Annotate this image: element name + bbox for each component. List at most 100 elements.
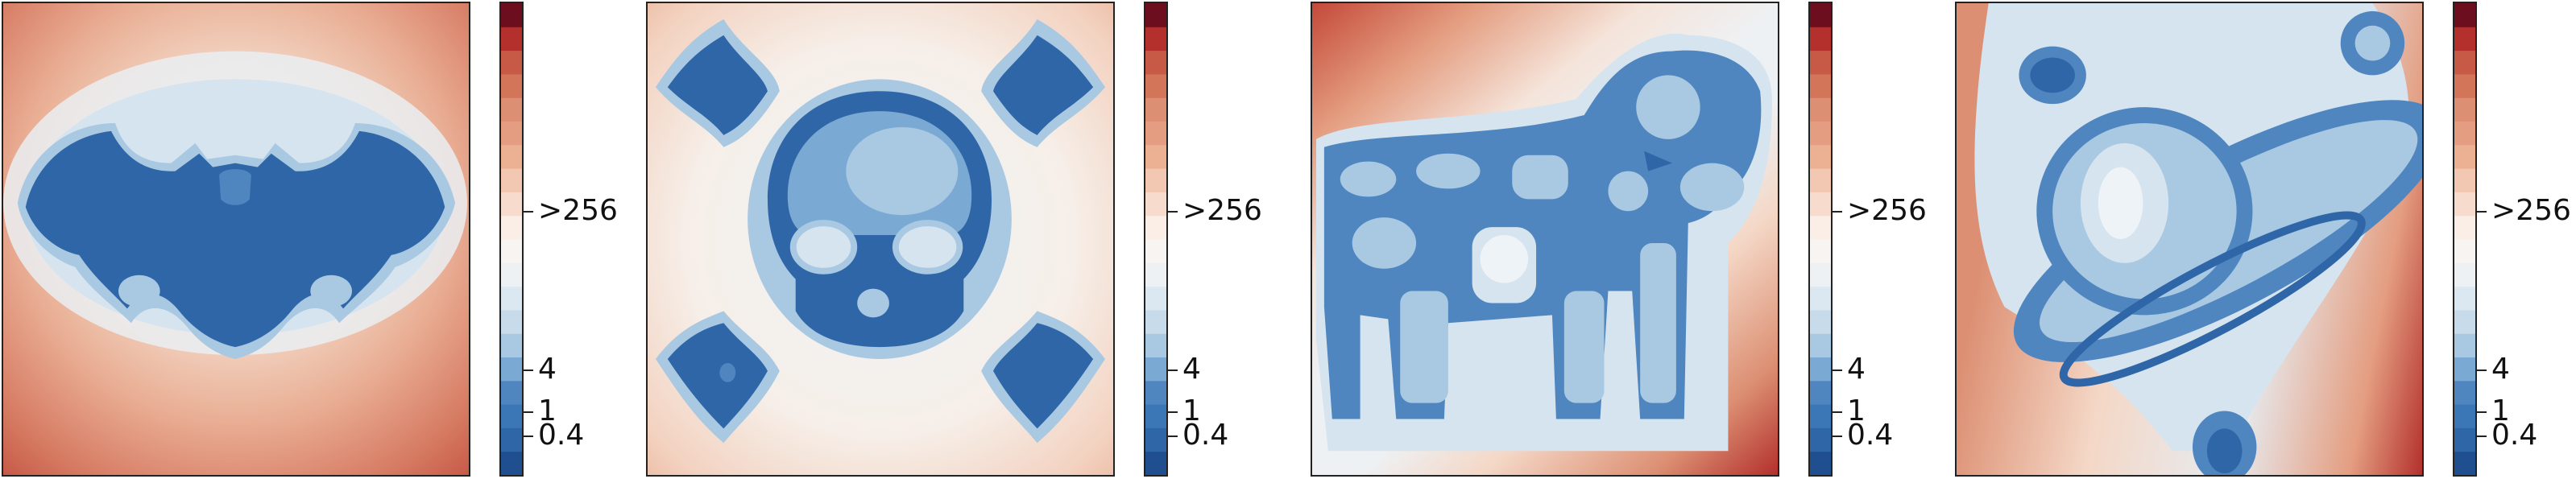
bat-contour-plot	[3, 3, 469, 475]
colorbar-tick-mark	[524, 369, 533, 372]
colorbar-band	[1810, 192, 1831, 217]
colorbar-tick-mark	[524, 210, 533, 213]
colorbar-band	[501, 427, 522, 452]
colorbar-band	[1145, 192, 1166, 217]
colorbar-band	[2454, 97, 2475, 122]
colorbar-tick-mark	[2477, 210, 2487, 213]
colorbar-band	[2454, 215, 2475, 240]
colorbar-tick-mark	[524, 435, 533, 437]
colorbar-band	[1145, 357, 1166, 382]
colorbar-tick-label: 4	[1847, 353, 1866, 386]
colorbar-tick-label: 0.4	[538, 418, 585, 452]
colorbar-band	[501, 168, 522, 192]
colorbar-band	[501, 50, 522, 75]
colorbar-band	[1145, 144, 1166, 169]
colorbar-band	[1145, 427, 1166, 452]
colorbar-band	[2454, 121, 2475, 146]
colorbar-band	[1810, 215, 1831, 240]
skull-eye-left	[789, 220, 858, 275]
colorbar-band	[2454, 309, 2475, 334]
colorbar-cow	[1808, 2, 1833, 477]
colorbar-skull	[1144, 2, 1168, 477]
colorbar-tick-mark	[1833, 411, 1842, 413]
moon-bottom-core	[2206, 428, 2243, 474]
colorbar-band	[1810, 50, 1831, 75]
panel-planet: 0.4 1 4 >256	[1953, 0, 2576, 483]
colorbar-bat	[499, 2, 524, 477]
heatmap-planet	[1955, 2, 2424, 477]
colorbar-band	[501, 27, 522, 52]
colorbar-tick-label: 1	[1847, 394, 1866, 427]
colorbar-tick-mark	[2477, 369, 2487, 372]
colorbar-tick-label: 0.4	[2491, 418, 2538, 452]
panel-bat: 0.4 1 4 >256	[0, 0, 628, 483]
colorbar-band	[501, 121, 522, 146]
colorbar-band	[501, 215, 522, 240]
colorbar-tick-mark	[1833, 369, 1842, 372]
colorbar-tick-label: >256	[2491, 193, 2571, 227]
colorbar-band	[2454, 357, 2475, 382]
colorbar-tick-label: 4	[2491, 353, 2510, 386]
colorbar-tick-mark	[1833, 435, 1842, 437]
colorbar-band	[2454, 404, 2475, 428]
colorbar-tick-mark	[1168, 210, 1178, 213]
colorbar-band	[1145, 50, 1166, 75]
moon-left-core	[2030, 57, 2075, 93]
colorbar-band	[2454, 239, 2475, 263]
colorbar-tick-label: 0.4	[1847, 418, 1894, 452]
colorbar-band	[1145, 121, 1166, 146]
colorbar-band	[1810, 97, 1831, 122]
colorbar-tick-mark	[1168, 435, 1178, 437]
colorbar-band	[2454, 427, 2475, 452]
colorbar-band	[2454, 380, 2475, 405]
colorbar-band	[501, 451, 522, 475]
colorbar-band	[1810, 333, 1831, 357]
colorbar-band	[1145, 380, 1166, 405]
colorbar-band	[2454, 333, 2475, 357]
colorbar-band	[2454, 27, 2475, 52]
bat-wing-gap-left	[118, 275, 160, 308]
colorbar-band	[501, 404, 522, 428]
colorbar-band	[2454, 168, 2475, 192]
bat-wing-gap-right	[310, 275, 353, 308]
colorbar-band	[1145, 27, 1166, 52]
colorbar-tick-label: 4	[538, 353, 557, 386]
colorbar-tick-label: 1	[538, 394, 557, 427]
planet-core	[2098, 167, 2143, 239]
colorbar-band	[501, 239, 522, 263]
colorbar-band	[2454, 192, 2475, 217]
colorbar-band	[2454, 144, 2475, 169]
cow-spots	[1340, 75, 1745, 403]
colorbar-band	[1810, 239, 1831, 263]
colorbar-band	[501, 144, 522, 169]
colorbar-band	[2454, 451, 2475, 475]
colorbar-band	[1145, 333, 1166, 357]
colorbar-band	[1810, 357, 1831, 382]
colorbar-tick-mark	[1168, 369, 1178, 372]
colorbar-band	[501, 3, 522, 27]
colorbar-tick-label: 1	[2491, 394, 2510, 427]
colorbar-band	[2454, 262, 2475, 287]
colorbar-band	[1810, 262, 1831, 287]
colorbar-band	[501, 309, 522, 334]
colorbar-tick-mark	[2477, 435, 2487, 437]
colorbar-gradient	[1145, 3, 1166, 475]
colorbar-band	[1145, 3, 1166, 27]
skull-nose	[857, 288, 889, 318]
skull-cranium-highlight	[846, 126, 959, 216]
colorbar-tick-label: 0.4	[1182, 418, 1229, 452]
skull-eye-right	[892, 220, 963, 275]
colorbar-band	[1810, 3, 1831, 27]
colorbar-gradient	[1810, 3, 1831, 475]
heatmap-bat	[2, 2, 470, 477]
colorbar-tick-label: 4	[1182, 353, 1201, 386]
colorbar-band	[1145, 239, 1166, 263]
cow-ear-dark	[1644, 151, 1672, 171]
colorbar-band	[1810, 380, 1831, 405]
colorbar-band	[1145, 97, 1166, 122]
panel-skull: 0.4 1 4 >256	[644, 0, 1273, 483]
heatmap-skull	[646, 2, 1115, 477]
colorbar-band	[1810, 451, 1831, 475]
moon-right-core	[2354, 25, 2391, 61]
colorbar-tick-label: >256	[1847, 193, 1927, 227]
